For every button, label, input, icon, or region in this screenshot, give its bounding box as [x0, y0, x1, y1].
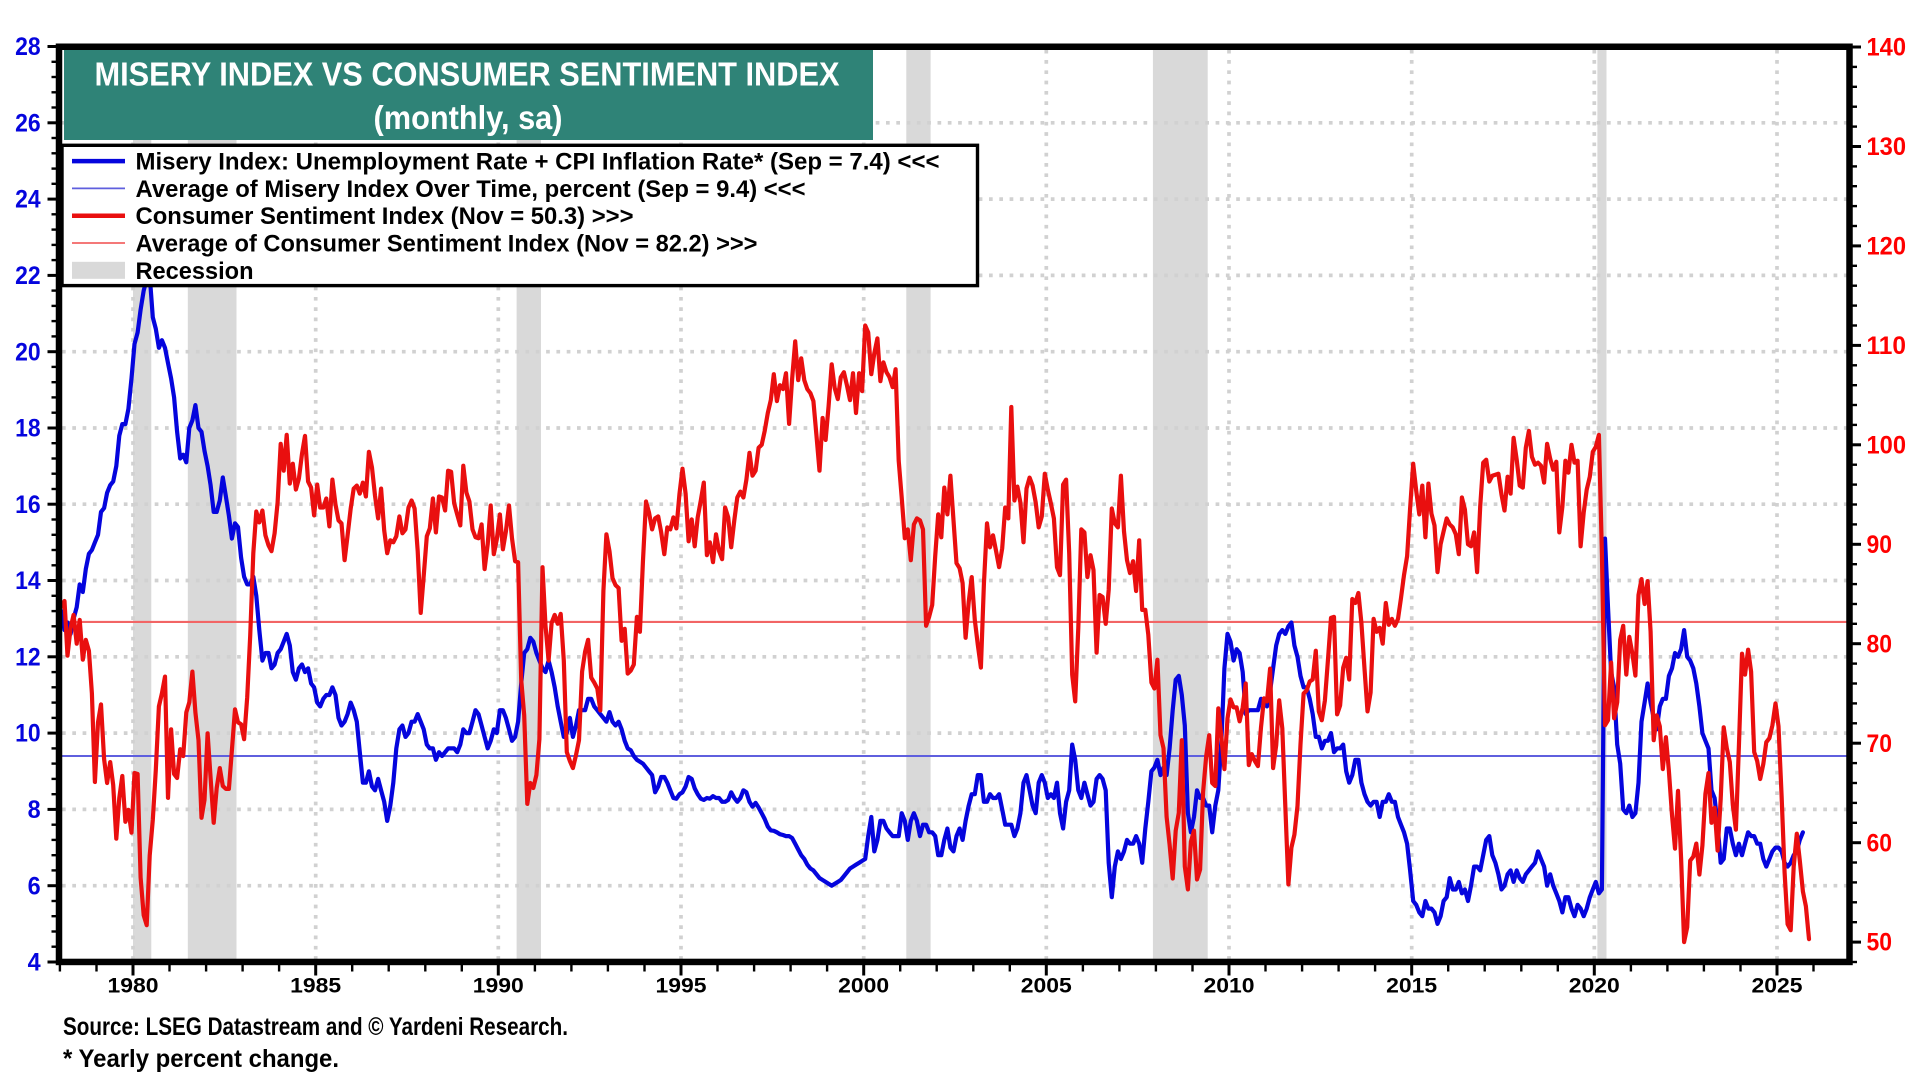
svg-text:110: 110 [1867, 332, 1907, 360]
svg-text:140: 140 [1867, 34, 1907, 62]
svg-text:90: 90 [1867, 531, 1893, 559]
svg-text:120: 120 [1867, 233, 1907, 261]
svg-text:1995: 1995 [656, 975, 707, 998]
svg-text:20: 20 [15, 338, 41, 366]
svg-text:100: 100 [1867, 431, 1907, 459]
svg-text:Misery Index: Unemployment Rat: Misery Index: Unemployment Rate + CPI In… [136, 149, 940, 176]
svg-text:8: 8 [28, 796, 41, 824]
svg-text:16: 16 [15, 491, 41, 519]
svg-text:1980: 1980 [108, 975, 159, 998]
svg-text:130: 130 [1867, 133, 1907, 161]
svg-text:2025: 2025 [1752, 975, 1803, 998]
svg-text:Source: LSEG Datastream and ©: Source: LSEG Datastream and © Yardeni Re… [63, 1013, 568, 1041]
svg-text:1990: 1990 [473, 975, 524, 998]
svg-text:60: 60 [1867, 829, 1893, 857]
svg-text:2015: 2015 [1386, 975, 1437, 998]
svg-text:28: 28 [15, 33, 41, 61]
svg-text:22: 22 [15, 262, 41, 290]
svg-text:Consumer Sentiment Index (Nov: Consumer Sentiment Index (Nov = 50.3) >>… [136, 203, 634, 230]
svg-text:Average of Consumer Sentiment: Average of Consumer Sentiment Index (Nov… [136, 231, 758, 258]
svg-text:12: 12 [15, 643, 41, 671]
svg-text:6: 6 [28, 872, 41, 900]
svg-text:(monthly, sa): (monthly, sa) [374, 99, 563, 136]
svg-text:2010: 2010 [1204, 975, 1255, 998]
svg-text:24: 24 [15, 186, 41, 214]
svg-text:Recession: Recession [136, 258, 254, 285]
svg-text:50: 50 [1867, 929, 1893, 957]
svg-text:* Yearly percent change.: * Yearly percent change. [63, 1045, 339, 1073]
svg-text:80: 80 [1867, 630, 1893, 658]
svg-text:70: 70 [1867, 730, 1893, 758]
svg-text:MISERY INDEX VS CONSUMER SENTI: MISERY INDEX VS CONSUMER SENTIMENT INDEX [95, 56, 840, 93]
svg-text:14: 14 [15, 567, 41, 595]
svg-text:4: 4 [28, 949, 41, 977]
svg-text:1985: 1985 [290, 975, 341, 998]
svg-text:2000: 2000 [838, 975, 889, 998]
svg-text:Average of Misery Index Over T: Average of Misery Index Over Time, perce… [136, 176, 806, 203]
svg-text:2020: 2020 [1569, 975, 1620, 998]
svg-text:2005: 2005 [1021, 975, 1072, 998]
svg-text:18: 18 [15, 415, 41, 443]
svg-text:10: 10 [15, 720, 41, 748]
svg-text:26: 26 [15, 109, 41, 137]
